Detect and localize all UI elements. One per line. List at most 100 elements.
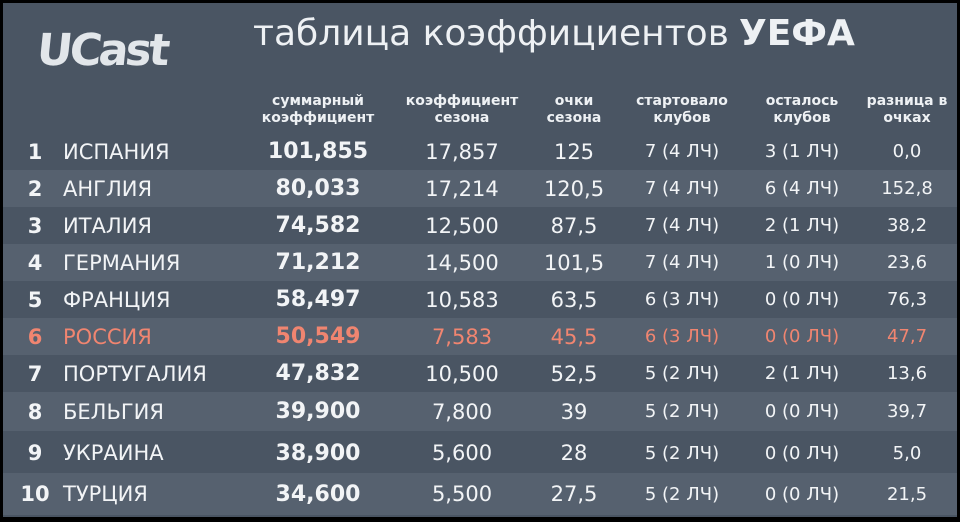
- row-country: ФРАНЦИЯ: [63, 287, 171, 312]
- row-season-points: 87,5: [550, 213, 598, 238]
- row-total-coefficient: 34,600: [275, 481, 361, 507]
- row-points-difference: 0,0: [892, 141, 922, 162]
- row-season-points: 45,5: [550, 324, 598, 349]
- row-season-coefficient: 10,500: [425, 361, 499, 386]
- row-season-points: 27,5: [550, 482, 598, 506]
- row-season-coefficient: 10,583: [425, 287, 499, 312]
- row-clubs-remaining: 2 (1 ЛЧ): [764, 215, 840, 236]
- row-country: БЕЛЬГИЯ: [63, 399, 164, 424]
- row-clubs-started: 6 (3 ЛЧ): [644, 326, 720, 347]
- row-season-coefficient: 7,583: [431, 324, 493, 349]
- row-clubs-remaining: 2 (1 ЛЧ): [764, 363, 840, 384]
- row-clubs-remaining: 3 (1 ЛЧ): [764, 141, 840, 162]
- row-total-coefficient: 80,033: [275, 176, 361, 201]
- row-season-points: 28: [560, 441, 588, 465]
- row-points-difference: 23,6: [886, 252, 928, 273]
- header-season-coefficient: коэффициент сезона: [405, 93, 519, 126]
- row-total-coefficient: 39,900: [275, 399, 361, 424]
- row-rank: 5: [27, 287, 43, 312]
- row-total-coefficient: 38,900: [275, 440, 361, 466]
- row-country: ПОРТУГАЛИЯ: [63, 361, 207, 386]
- row-points-difference: 152,8: [881, 178, 933, 199]
- row-clubs-started: 5 (2 ЛЧ): [644, 401, 720, 422]
- row-season-coefficient: 14,500: [425, 250, 499, 275]
- row-clubs-remaining: 0 (0 ЛЧ): [764, 326, 840, 347]
- row-clubs-started: 7 (4 ЛЧ): [644, 141, 720, 162]
- table-row: 3 ИТАЛИЯ 74,582 12,500 87,5 7 (4 ЛЧ) 2 (1 ЛЧ) 3…: [3, 207, 957, 244]
- table-row: 5 ФРАНЦИЯ 58,497 10,583 63,5 6 (3 ЛЧ) 0 (0 ЛЧ)…: [3, 281, 957, 318]
- table-row: 7 ПОРТУГАЛИЯ 47,832 10,500 52,5 5 (2 ЛЧ) 2 (1 …: [3, 355, 957, 392]
- row-total-coefficient: 50,549: [275, 324, 361, 349]
- row-country: ГЕРМАНИЯ: [63, 250, 181, 275]
- row-season-coefficient: 12,500: [425, 213, 499, 238]
- ucast-logo: UCast: [34, 25, 170, 76]
- row-clubs-started: 7 (4 ЛЧ): [644, 178, 720, 199]
- table-row: 9 УКРАИНА 38,900 5,600 28 5 (2 ЛЧ) 0 (0 ЛЧ) 5,0: [3, 433, 957, 473]
- row-country: РОССИЯ: [63, 324, 152, 349]
- row-rank: 7: [27, 361, 43, 386]
- row-points-difference: 13,6: [886, 363, 928, 384]
- row-clubs-remaining: 6 (4 ЛЧ): [764, 178, 840, 199]
- table-row: 2 АНГЛИЯ 80,033 17,214 120,5 7 (4 ЛЧ) 6 (4 ЛЧ)…: [3, 170, 957, 207]
- row-season-points: 120,5: [543, 176, 605, 201]
- row-clubs-started: 7 (4 ЛЧ): [644, 215, 720, 236]
- header-clubs-remaining: осталось клубов: [765, 93, 839, 126]
- row-rank: 10: [20, 482, 50, 506]
- row-points-difference: 38,2: [886, 215, 928, 236]
- row-country: ИТАЛИЯ: [63, 213, 152, 238]
- row-rank: 2: [27, 176, 43, 201]
- row-clubs-started: 6 (3 ЛЧ): [644, 289, 720, 310]
- row-points-difference: 5,0: [892, 442, 922, 464]
- row-total-coefficient: 74,582: [275, 213, 361, 238]
- title-bold-text: УЕФА: [738, 13, 855, 54]
- row-clubs-remaining: 0 (0 ЛЧ): [764, 442, 840, 464]
- row-clubs-remaining: 0 (0 ЛЧ): [764, 289, 840, 310]
- row-country: УКРАИНА: [63, 441, 164, 465]
- row-season-points: 101,5: [543, 250, 605, 275]
- row-total-coefficient: 101,855: [267, 139, 369, 164]
- header-season-points: очки сезона: [546, 93, 602, 126]
- row-rank: 6: [27, 324, 43, 349]
- row-season-points: 125: [553, 139, 595, 164]
- row-clubs-started: 5 (2 ЛЧ): [644, 363, 720, 384]
- row-rank: 3: [27, 213, 43, 238]
- row-clubs-remaining: 1 (0 ЛЧ): [764, 252, 840, 273]
- row-season-points: 52,5: [550, 361, 598, 386]
- row-season-points: 63,5: [550, 287, 598, 312]
- row-clubs-started: 7 (4 ЛЧ): [644, 252, 720, 273]
- table-row: 6 РОССИЯ 50,549 7,583 45,5 6 (3 ЛЧ) 0 (0 ЛЧ) 47…: [3, 318, 957, 355]
- row-season-coefficient: 5,500: [431, 482, 493, 506]
- title-text: таблица коэффициентов: [253, 13, 729, 54]
- row-country: ИСПАНИЯ: [63, 139, 170, 164]
- row-clubs-remaining: 0 (0 ЛЧ): [764, 483, 840, 505]
- header-total-coefficient: суммарный коэффициент: [261, 93, 375, 126]
- row-season-coefficient: 7,800: [431, 399, 493, 424]
- coefficient-table-panel: UCast таблица коэффициентов УЕФА суммарны…: [3, 3, 957, 517]
- row-clubs-started: 5 (2 ЛЧ): [644, 483, 720, 505]
- table-row: 4 ГЕРМАНИЯ 71,212 14,500 101,5 7 (4 ЛЧ) 1 (0 Л…: [3, 244, 957, 281]
- row-season-coefficient: 17,857: [425, 139, 499, 164]
- row-rank: 8: [27, 399, 43, 424]
- header-clubs-started: стартовало клубов: [636, 93, 728, 126]
- table-row: 8 БЕЛЬГИЯ 39,900 7,800 39 5 (2 ЛЧ) 0 (0 ЛЧ) 39,…: [3, 392, 957, 431]
- row-rank: 9: [27, 441, 43, 465]
- row-total-coefficient: 58,497: [275, 287, 361, 312]
- row-clubs-remaining: 0 (0 ЛЧ): [764, 401, 840, 422]
- row-points-difference: 21,5: [886, 483, 928, 505]
- table-row: 1 ИСПАНИЯ 101,855 17,857 125 7 (4 ЛЧ) 3 (1 ЛЧ)…: [3, 133, 957, 170]
- row-country: АНГЛИЯ: [63, 176, 153, 201]
- row-total-coefficient: 47,832: [275, 361, 361, 386]
- row-points-difference: 39,7: [886, 401, 928, 422]
- row-season-coefficient: 17,214: [425, 176, 499, 201]
- row-clubs-started: 5 (2 ЛЧ): [644, 442, 720, 464]
- row-country: ТУРЦИЯ: [63, 482, 148, 506]
- row-points-difference: 47,7: [886, 326, 928, 347]
- row-rank: 1: [27, 139, 43, 164]
- header-points-difference: разница в очках: [866, 93, 948, 126]
- row-season-points: 39: [560, 399, 588, 424]
- page-title: таблица коэффициентов УЕФА: [253, 13, 855, 54]
- row-rank: 4: [27, 250, 43, 275]
- row-total-coefficient: 71,212: [275, 250, 361, 275]
- row-points-difference: 76,3: [886, 289, 928, 310]
- table-row: 10 ТУРЦИЯ 34,600 5,500 27,5 5 (2 ЛЧ) 0 (0 ЛЧ) 2…: [3, 473, 957, 515]
